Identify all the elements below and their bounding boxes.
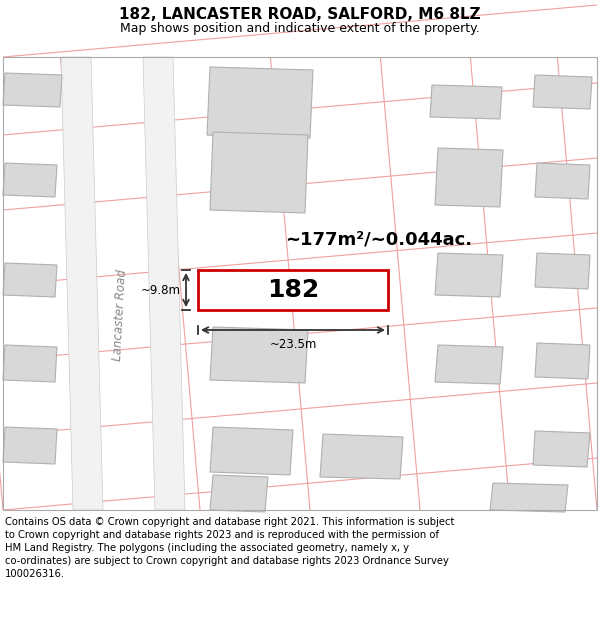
- Text: ~23.5m: ~23.5m: [269, 338, 317, 351]
- Polygon shape: [210, 475, 268, 512]
- Text: ~9.8m: ~9.8m: [141, 284, 181, 296]
- Polygon shape: [210, 132, 308, 213]
- Polygon shape: [533, 431, 590, 467]
- Polygon shape: [535, 253, 590, 289]
- Text: 182: 182: [267, 278, 319, 302]
- Polygon shape: [535, 343, 590, 379]
- Polygon shape: [61, 57, 103, 510]
- Text: HM Land Registry. The polygons (including the associated geometry, namely x, y: HM Land Registry. The polygons (includin…: [5, 543, 409, 553]
- Polygon shape: [3, 427, 57, 464]
- Polygon shape: [210, 427, 293, 475]
- Polygon shape: [435, 148, 503, 207]
- Text: Lancaster Road: Lancaster Road: [111, 269, 129, 361]
- Bar: [3, 57, 597, 510]
- Text: ~177m²/~0.044ac.: ~177m²/~0.044ac.: [285, 231, 472, 249]
- Text: 100026316.: 100026316.: [5, 569, 65, 579]
- Polygon shape: [533, 75, 592, 109]
- Polygon shape: [435, 253, 503, 297]
- Text: co-ordinates) are subject to Crown copyright and database rights 2023 Ordnance S: co-ordinates) are subject to Crown copyr…: [5, 556, 449, 566]
- Polygon shape: [210, 327, 308, 383]
- Text: 182, LANCASTER ROAD, SALFORD, M6 8LZ: 182, LANCASTER ROAD, SALFORD, M6 8LZ: [119, 7, 481, 22]
- Polygon shape: [143, 57, 185, 510]
- Text: Contains OS data © Crown copyright and database right 2021. This information is : Contains OS data © Crown copyright and d…: [5, 517, 454, 527]
- Text: to Crown copyright and database rights 2023 and is reproduced with the permissio: to Crown copyright and database rights 2…: [5, 530, 439, 540]
- Bar: [198, 270, 388, 310]
- Polygon shape: [3, 263, 57, 297]
- Polygon shape: [535, 163, 590, 199]
- Polygon shape: [3, 345, 57, 382]
- Polygon shape: [490, 483, 568, 512]
- Polygon shape: [3, 163, 57, 197]
- Polygon shape: [3, 73, 62, 107]
- Polygon shape: [435, 345, 503, 384]
- Polygon shape: [320, 434, 403, 479]
- Bar: [3, 57, 597, 510]
- Polygon shape: [207, 67, 313, 138]
- Text: Map shows position and indicative extent of the property.: Map shows position and indicative extent…: [120, 22, 480, 35]
- Polygon shape: [430, 85, 502, 119]
